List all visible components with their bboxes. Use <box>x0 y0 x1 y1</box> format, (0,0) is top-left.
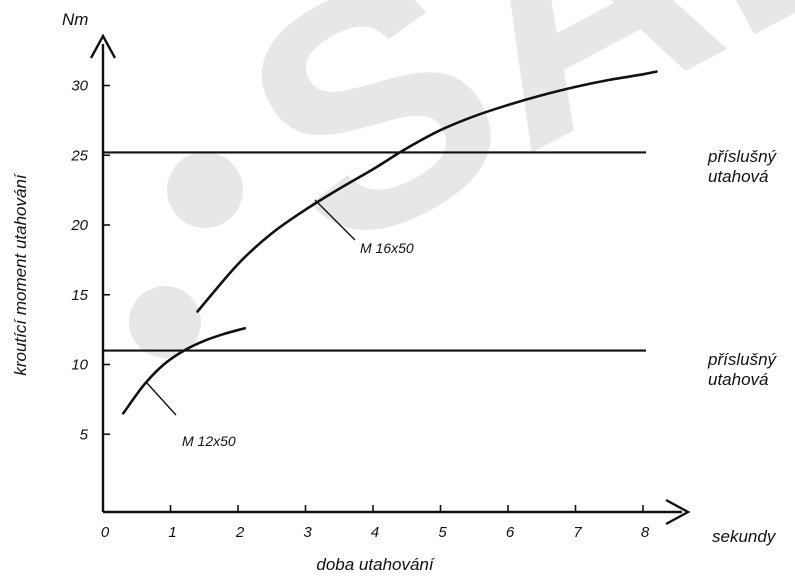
ref-upper-label-line1: příslušný <box>707 147 778 166</box>
tick-labels: 0 1 2 3 4 5 6 7 8 5 10 15 20 25 30 <box>70 78 650 542</box>
series-label-m16: M 16x50 <box>360 240 414 256</box>
series-label-m12: M 12x50 <box>182 433 236 449</box>
series-line-m-16x50 <box>196 70 658 313</box>
y-tick-label-10: 10 <box>71 357 88 374</box>
series-curves <box>122 70 658 415</box>
x-tick-label-0: 0 <box>101 524 110 541</box>
x-unit-label: sekundy <box>712 527 777 546</box>
x-tick-label-2: 2 <box>235 524 245 541</box>
callout-leader-m16 <box>314 199 356 241</box>
watermark: SAL <box>129 0 795 358</box>
ref-lower-label-line1: příslušný <box>707 350 778 369</box>
x-axis-arrow <box>665 498 691 526</box>
series-line-m-12x50 <box>122 326 247 415</box>
y-tick-label-30: 30 <box>71 78 88 95</box>
x-tick-label-6: 6 <box>506 524 515 541</box>
x-tick-label-4: 4 <box>371 524 379 541</box>
watermark-dot-1 <box>167 152 243 228</box>
x-tick-label-1: 1 <box>168 524 176 541</box>
reference-lines <box>103 151 646 352</box>
y-axis-arrow <box>89 33 117 59</box>
x-tick-label-7: 7 <box>573 524 582 541</box>
callout-leader-m12 <box>145 381 177 416</box>
x-axis-title: doba utahování <box>316 555 435 574</box>
ref-upper-label-line2: utahová <box>708 167 769 186</box>
x-tick-label-3: 3 <box>303 524 312 541</box>
watermark-dot-2 <box>129 286 201 358</box>
watermark-text: SAL <box>190 0 795 322</box>
y-tick-label-5: 5 <box>80 426 89 443</box>
y-tick-label-15: 15 <box>71 287 88 304</box>
ticks <box>103 84 644 512</box>
x-tick-label-5: 5 <box>438 524 447 541</box>
y-axis-title: kroutící moment utahování <box>11 172 30 376</box>
ref-lower-label-line2: utahová <box>708 370 769 389</box>
y-tick-label-20: 20 <box>70 217 88 234</box>
y-unit-label: Nm <box>62 10 88 29</box>
y-tick-label-25: 25 <box>70 147 88 164</box>
x-tick-label-8: 8 <box>641 524 650 541</box>
